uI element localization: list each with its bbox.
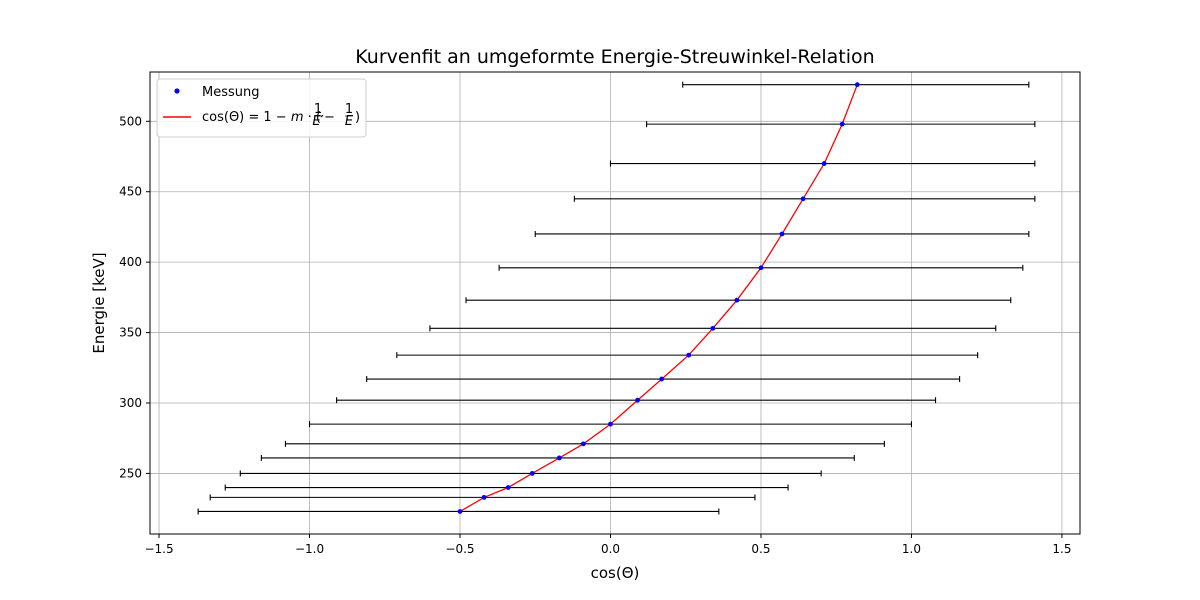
y-axis-ticks: 250 300 350 400 450 500 [119,114,150,480]
fit-line [459,84,858,513]
data-point [758,265,764,271]
legend-fit-den1: E′ [312,114,323,129]
x-tick-label: 0.0 [601,542,620,556]
data-point [556,455,562,461]
data-point [710,325,716,331]
data-point [457,509,463,514]
legend-fit-close: ) [355,110,360,125]
x-tick-label: 1.0 [902,542,921,556]
data-point [686,352,692,358]
legend-fit-minus: − [324,110,335,125]
x-tick-label: 0.5 [751,542,770,556]
data-points [457,82,860,514]
x-axis-ticks: −1.5 −1.0 −0.5 0.0 0.5 1.0 1.5 [144,534,1071,556]
data-point [505,485,511,490]
data-point [800,196,806,202]
data-point [529,471,535,476]
data-point [854,82,860,88]
y-axis-label: Energie [keV] [90,252,108,353]
legend-fit-open: · ( [304,110,321,125]
x-tick-label: −0.5 [445,542,474,556]
data-point [659,376,665,382]
y-tick-label: 500 [119,114,142,128]
x-tick-label: −1.0 [295,542,324,556]
data-point [635,397,640,403]
svg-text:cos(Θ) = 1 − m · (: cos(Θ) = 1 − m · ( [202,110,321,125]
legend-label-measurement: Messung [202,85,260,100]
plot-frame [149,71,1081,535]
legend-marker-measurement [174,88,180,94]
data-point [734,297,740,303]
legend-fit-den2: E [345,114,354,129]
y-tick-label: 450 [119,185,142,199]
legend-label-fit: cos(Θ) = 1 − m · ( 1 E′ − 1 E ) [202,102,360,129]
legend-fit-num2: 1 [345,102,353,117]
y-tick-label: 250 [119,466,142,480]
data-point [580,441,586,447]
x-tick-label: 1.5 [1052,542,1071,556]
x-tick-label: −1.5 [144,542,173,556]
x-axis-label: cos(Θ) [591,564,640,582]
data-point [779,231,785,237]
data-point [481,494,487,500]
data-point [608,421,613,427]
chart-title: Kurvenfit an umgeformte Energie-Streuwin… [355,46,874,68]
legend-fit-lhs: cos(Θ) = 1 − [202,110,291,125]
legend-fit-m: m [291,110,304,125]
legend-fit-num1: 1 [314,102,322,117]
fit-line-layer [459,84,858,513]
y-tick-label: 400 [119,255,142,269]
data-point [821,161,827,166]
y-tick-label: 350 [119,326,142,340]
data-point [839,121,845,127]
y-tick-label: 300 [119,396,142,410]
legend: Messung cos(Θ) = 1 − m · ( 1 E′ − 1 E ) [156,78,367,138]
legend-box [156,78,367,138]
